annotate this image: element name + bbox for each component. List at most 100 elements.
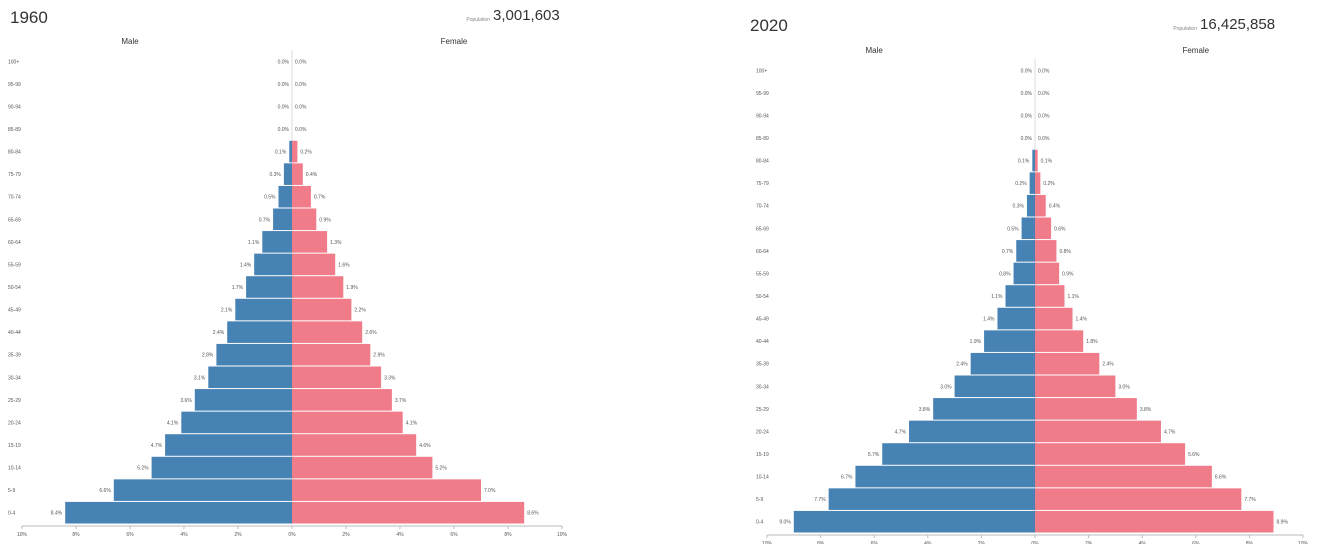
female-bar <box>1035 285 1065 307</box>
x-tick-label: 8% <box>72 532 80 538</box>
female-value-label: 6.6% <box>1215 475 1227 481</box>
male-bar <box>1021 217 1035 240</box>
male-value-label: 5.7% <box>868 452 880 458</box>
male-bar <box>208 366 292 389</box>
age-tick-label: 70-74 <box>756 204 769 210</box>
male-value-label: 0.0% <box>278 104 290 110</box>
x-tick-label: 2% <box>978 541 986 544</box>
male-bar <box>984 330 1035 352</box>
male-bar <box>828 488 1035 510</box>
female-value-label: 7.0% <box>484 488 496 494</box>
male-bar <box>954 375 1035 398</box>
age-tick-label: 65-69 <box>756 226 769 232</box>
x-tick-label: 6% <box>871 541 879 544</box>
female-header: Female <box>1182 46 1209 55</box>
male-value-label: 1.4% <box>240 262 252 268</box>
male-value-label: 1.7% <box>232 285 244 291</box>
female-bar <box>292 479 481 501</box>
female-value-label: 0.0% <box>295 104 307 110</box>
year-title: 1960 <box>10 8 48 27</box>
male-bar <box>1013 262 1035 285</box>
male-value-label: 1.9% <box>970 339 982 345</box>
male-bar <box>793 510 1035 533</box>
female-bar <box>292 501 525 524</box>
male-value-label: 1.1% <box>248 240 260 246</box>
female-bar <box>292 231 328 253</box>
male-bar <box>165 434 292 456</box>
male-value-label: 0.0% <box>1021 113 1033 119</box>
age-tick-label: 10-14 <box>756 475 769 481</box>
female-bar <box>1035 375 1116 398</box>
age-tick-label: 25-29 <box>756 407 769 413</box>
male-value-label: 6.7% <box>841 475 853 481</box>
x-tick-label: 4% <box>924 541 932 544</box>
female-bar <box>292 366 382 389</box>
age-tick-label: 75-79 <box>756 181 769 187</box>
female-value-label: 3.0% <box>1118 384 1130 390</box>
age-tick-label: 90-94 <box>756 113 769 119</box>
male-value-label: 2.8% <box>202 353 214 359</box>
age-tick-label: 70-74 <box>8 195 21 201</box>
age-tick-label: 10-14 <box>8 466 21 472</box>
female-bar <box>1035 488 1242 510</box>
female-bar <box>292 253 336 276</box>
female-value-label: 2.4% <box>1102 362 1114 368</box>
female-bar <box>292 185 311 208</box>
male-value-label: 0.3% <box>1013 204 1025 210</box>
male-value-label: 4.7% <box>151 443 163 449</box>
female-bar <box>1035 194 1046 217</box>
female-bar <box>292 298 352 321</box>
male-bar <box>246 276 292 298</box>
age-tick-label: 5-9 <box>8 488 15 494</box>
population-value: 3,001,603 <box>493 7 560 24</box>
age-tick-label: 60-64 <box>756 249 769 255</box>
male-bar <box>254 253 292 276</box>
age-tick-label: 45-49 <box>8 308 21 314</box>
female-bar <box>1035 330 1084 352</box>
female-value-label: 2.2% <box>354 308 366 314</box>
x-tick-label: 2% <box>1085 541 1093 544</box>
female-value-label: 5.2% <box>435 466 447 472</box>
age-tick-label: 40-44 <box>756 339 769 345</box>
male-value-label: 3.1% <box>194 375 206 381</box>
female-value-label: 4.6% <box>419 443 431 449</box>
female-header: Female <box>441 37 468 46</box>
female-bar <box>292 208 317 231</box>
population-label: Population <box>1173 26 1197 32</box>
age-tick-label: 80-84 <box>8 150 21 156</box>
male-value-label: 3.8% <box>919 407 931 413</box>
age-tick-label: 0-4 <box>8 511 15 517</box>
male-bar <box>278 185 292 208</box>
female-value-label: 1.9% <box>346 285 358 291</box>
male-bar <box>970 352 1035 375</box>
male-value-label: 0.5% <box>1007 226 1019 232</box>
female-bar <box>292 411 403 434</box>
male-value-label: 0.1% <box>275 150 287 156</box>
female-value-label: 3.8% <box>1140 407 1152 413</box>
population-pyramid-1960: Male Female 100+ 0.0% 0.0% 95-99 0.0% 0.0% 90-94… <box>8 37 568 538</box>
female-bar <box>1035 307 1073 330</box>
x-tick-label: 2% <box>342 532 350 538</box>
population-value: 16,425,858 <box>1200 16 1276 33</box>
age-tick-label: 45-49 <box>756 317 769 323</box>
male-value-label: 2.4% <box>213 330 225 336</box>
age-tick-label: 50-54 <box>8 285 21 291</box>
age-tick-label: 80-84 <box>756 159 769 165</box>
female-bar <box>1035 352 1100 375</box>
x-tick-label: 8% <box>504 532 512 538</box>
female-bar <box>292 163 303 185</box>
female-value-label: 0.2% <box>1043 181 1055 187</box>
x-tick-label: 10% <box>557 532 568 538</box>
male-value-label: 3.6% <box>180 398 192 404</box>
x-tick-label: 2% <box>234 532 242 538</box>
male-bar <box>1026 194 1035 217</box>
female-value-label: 1.6% <box>338 262 350 268</box>
male-value-label: 4.1% <box>167 420 179 426</box>
age-tick-label: 60-64 <box>8 240 21 246</box>
female-value-label: 0.0% <box>295 127 307 133</box>
female-bar <box>1035 149 1038 172</box>
female-value-label: 1.3% <box>330 240 342 246</box>
male-bar <box>273 208 292 231</box>
female-bar <box>1035 262 1060 285</box>
male-header: Male <box>866 46 884 55</box>
